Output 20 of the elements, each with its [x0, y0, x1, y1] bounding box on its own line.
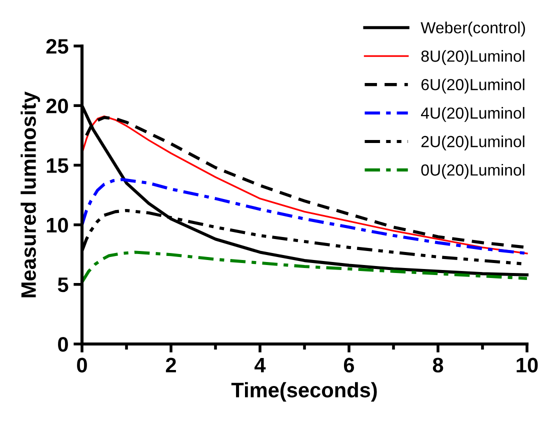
legend-label: 0U(20)Luminol [421, 164, 524, 179]
y-tick-label: 15 [46, 158, 68, 173]
x-tick-label: 10 [516, 358, 538, 372]
x-tick-label: 0 [77, 358, 87, 372]
legend-label: 8U(20)Luminol [421, 50, 524, 65]
y-tick-label: 10 [46, 218, 68, 233]
x-tick-label: 8 [432, 358, 444, 372]
y-tick-label: 20 [46, 98, 68, 114]
legend-label: 2U(20)Luminol [421, 135, 524, 150]
x-tick-label: 6 [344, 358, 354, 372]
legend-label: 6U(20)Luminol [421, 78, 524, 94]
y-tick-label: 5 [58, 278, 68, 292]
x-axis-title: Time(seconds) [231, 382, 377, 402]
x-tick-label: 2 [166, 358, 176, 372]
y-tick-label: 0 [58, 337, 68, 352]
x-tick-label: 4 [254, 358, 266, 372]
y-axis-title: Measured luminosity [20, 91, 40, 298]
y-tick-label: 25 [46, 39, 68, 54]
legend-label: Weber(control) [420, 22, 525, 37]
legend-label: 4U(20)Luminol [421, 107, 524, 122]
